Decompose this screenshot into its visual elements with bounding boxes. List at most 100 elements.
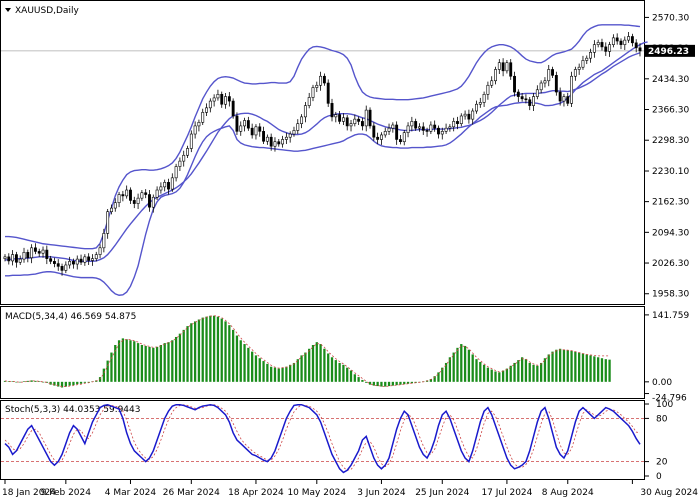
macd-histogram-bar <box>410 381 413 384</box>
candle-body <box>364 109 368 127</box>
candle-body <box>478 102 482 105</box>
candle-body <box>425 130 429 132</box>
stoch-plot <box>1 403 644 474</box>
macd-histogram-bar <box>372 381 375 386</box>
time-tick-label: 18 Apr 2024 <box>228 488 284 498</box>
macd-histogram-bar <box>197 319 201 382</box>
macd-histogram-bar <box>532 364 535 382</box>
candle-body <box>262 131 266 142</box>
candle-body <box>292 130 296 135</box>
time-tick-label: 26 Mar 2024 <box>163 488 220 498</box>
candle-body <box>634 42 638 49</box>
candle-body <box>33 247 37 252</box>
macd-histogram-bar <box>406 381 410 384</box>
macd-histogram-bar <box>251 351 254 382</box>
macd-histogram-bar <box>140 345 144 382</box>
macd-histogram-bar <box>520 357 524 382</box>
candle-body <box>300 116 304 124</box>
macd-histogram-bar <box>15 381 18 383</box>
candlesticks <box>3 31 642 276</box>
candle-body <box>596 42 600 45</box>
macd-histogram-bar <box>133 341 136 382</box>
macd-histogram-bar <box>395 381 398 386</box>
macd-histogram-bar <box>11 381 14 382</box>
macd-histogram-bar <box>498 372 501 382</box>
macd-histogram-bar <box>232 329 235 382</box>
macd-histogram-bar <box>330 357 334 382</box>
candle-body <box>60 266 64 271</box>
candle-body <box>163 182 167 188</box>
candle-body <box>539 82 543 91</box>
macd-histogram-bar <box>361 379 364 382</box>
candle-body <box>535 89 539 97</box>
macd-histogram-bar <box>76 381 79 385</box>
candle-body <box>357 118 361 122</box>
candle-body <box>513 75 516 93</box>
macd-histogram-bar <box>114 345 117 382</box>
macd-histogram-bar <box>289 364 292 382</box>
macd-histogram-bar <box>292 362 296 382</box>
macd-histogram-bar <box>513 362 516 382</box>
stoch-title: Stoch(5,3,3) 44.0353 59.9443 <box>5 405 140 415</box>
candle-body <box>110 207 113 212</box>
candle-body <box>189 133 193 149</box>
macd-histogram-bar <box>570 350 573 382</box>
macd-histogram-bar <box>437 372 440 382</box>
candle-body <box>410 121 414 127</box>
candle-body <box>26 252 30 259</box>
time-tick-label: 25 Jun 2024 <box>415 488 469 498</box>
candle-body <box>383 131 387 136</box>
candle-body <box>322 75 326 84</box>
macd-title: MACD(5,34,4) 46.569 54.875 <box>5 312 136 322</box>
macd-histogram-bar <box>72 381 75 386</box>
macd-histogram-bar <box>597 357 600 382</box>
candle-body <box>505 62 509 72</box>
macd-histogram-bar <box>376 381 379 387</box>
collapse-triangle-icon[interactable] <box>5 8 11 12</box>
candle-body <box>585 57 589 61</box>
price-tick-label: 2366.30 <box>652 106 689 116</box>
macd-histogram-bar <box>19 381 22 383</box>
candle-body <box>14 254 18 263</box>
macd-histogram-bar <box>536 365 539 382</box>
macd-histogram-bar <box>64 381 67 387</box>
macd-histogram-bar <box>368 381 372 385</box>
macd-histogram-bar <box>338 362 341 382</box>
candle-body <box>402 132 406 143</box>
candle-body <box>311 87 315 98</box>
time-tick-label: 17 Jul 2024 <box>481 488 532 498</box>
candle-body <box>205 107 208 113</box>
macd-histogram-bar <box>201 317 204 382</box>
candle-body <box>315 84 319 88</box>
stoch-tick-label: 20 <box>656 458 668 468</box>
macd-histogram-bar <box>285 366 288 382</box>
candle-body <box>87 256 91 261</box>
candle-body <box>456 121 459 124</box>
candle-body <box>296 123 300 131</box>
macd-histogram-bar <box>205 316 208 382</box>
candle-body <box>132 200 136 204</box>
macd-histogram-bar <box>311 345 315 382</box>
candle-body <box>600 42 604 48</box>
macd-histogram-bar <box>144 345 147 382</box>
candle-body <box>125 189 129 197</box>
candle-body <box>528 99 532 106</box>
current-price-tag: 2496.23 <box>645 44 695 57</box>
candle-body <box>30 247 34 259</box>
stoch-tick-label: 80 <box>656 414 668 424</box>
macd-histogram-bar <box>171 340 174 382</box>
macd-histogram-bar <box>49 381 52 385</box>
candle-body <box>307 97 311 106</box>
candle-body <box>406 125 410 133</box>
candle-body <box>440 131 444 135</box>
candle-body <box>379 134 383 140</box>
macd-histogram-bar <box>148 346 151 382</box>
symbol-label-group: XAUUSD,Daily <box>5 6 79 16</box>
candle-body <box>494 69 497 82</box>
time-tick-label: 9 Feb 2024 <box>41 488 92 498</box>
bollinger-lower-line <box>5 41 648 296</box>
macd-histogram-bar <box>110 352 113 382</box>
macd-histogram-bar <box>524 359 528 382</box>
macd-histogram-bar <box>34 380 37 382</box>
candle-body <box>11 254 15 262</box>
